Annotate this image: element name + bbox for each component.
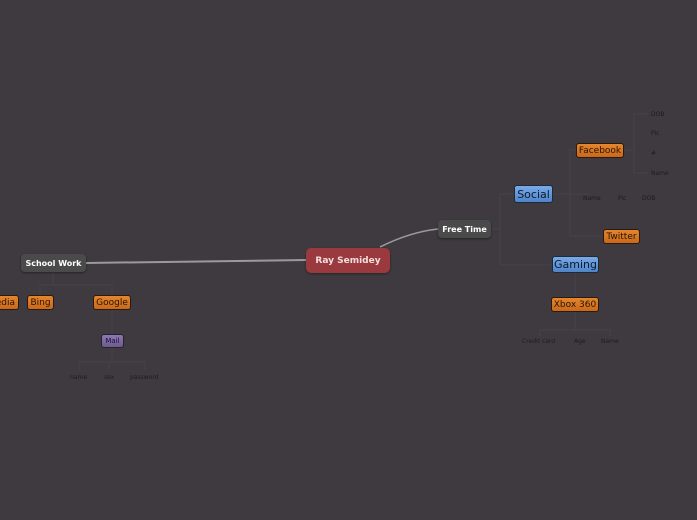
central-topic[interactable]: Ray Semidey (306, 248, 390, 273)
leaf-sex[interactable]: sex (104, 374, 115, 381)
node-bing[interactable]: Bing (27, 295, 54, 310)
leaf-credit-card[interactable]: Credit card (522, 338, 556, 345)
node-facebook[interactable]: Facebook (576, 143, 624, 158)
leaf-social-pic[interactable]: Pic (618, 195, 627, 202)
leaf-password[interactable]: password (130, 374, 159, 381)
node-xbox-360[interactable]: Xbox 360 (551, 297, 599, 312)
topic-free-time[interactable]: Free Time (438, 220, 491, 238)
leaf-xbox-name[interactable]: Name (601, 338, 619, 345)
leaf-social-name[interactable]: Name (583, 195, 601, 202)
topic-school-work[interactable]: School Work (21, 254, 86, 272)
leaf-name[interactable]: name (70, 374, 88, 381)
leaf-social-dob[interactable]: DOB (642, 195, 656, 202)
leaf-fb-pic[interactable]: Pic (651, 130, 660, 137)
node-mail[interactable]: Mail (101, 334, 124, 348)
node-gaming[interactable]: Gaming (552, 256, 599, 273)
node-social[interactable]: Social (514, 185, 553, 203)
node-twitter[interactable]: Twitter (603, 229, 640, 244)
node-google[interactable]: Google (93, 295, 131, 310)
leaf-age[interactable]: Age (574, 338, 586, 345)
leaf-fb-dob[interactable]: DOB (651, 111, 665, 118)
leaf-fb-hash[interactable]: # (651, 150, 657, 157)
leaf-fb-name[interactable]: Name (651, 170, 669, 177)
